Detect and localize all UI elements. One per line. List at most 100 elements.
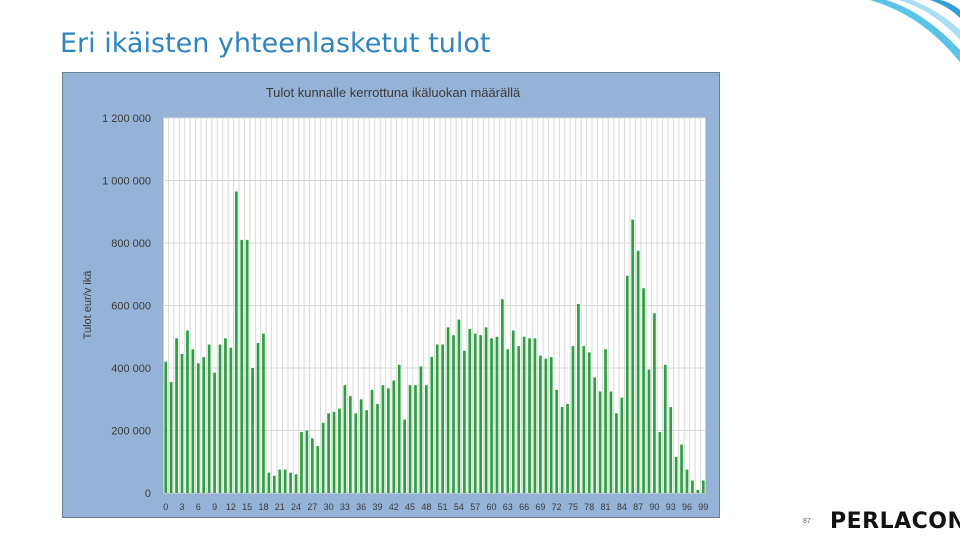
bar-age-47	[419, 366, 423, 493]
x-tick-label: 24	[291, 502, 301, 512]
bar-age-7	[202, 357, 206, 493]
x-tick-label: 87	[633, 502, 643, 512]
bar-age-54	[457, 319, 461, 493]
x-tick-label: 69	[535, 502, 545, 512]
bar-age-97	[691, 480, 694, 493]
bar-age-67	[528, 338, 531, 493]
income-bar-chart: Tulot kunnalle kerrottuna ikäluokan määr…	[82, 85, 708, 512]
bar-age-40	[381, 385, 385, 493]
slide-title: Eri ikäisten yhteenlasketut tulot	[60, 28, 491, 59]
bar-age-39	[376, 403, 379, 493]
x-tick-label: 51	[438, 502, 448, 512]
bar-age-74	[566, 403, 569, 493]
bar-age-79	[593, 377, 597, 494]
bar-age-16	[251, 368, 254, 493]
bar-age-21	[278, 469, 282, 493]
bar-age-87	[636, 250, 640, 493]
bar-age-12	[229, 347, 233, 493]
bar-age-34	[348, 396, 352, 494]
x-tick-labels: 0 3 6 9 12 15 18 21 24 27 30 33 36 39 42 45 48 51 54 57 60 63…	[163, 502, 708, 512]
x-tick-label: 36	[356, 502, 366, 512]
bar-age-91	[658, 432, 662, 493]
bar-age-93	[669, 407, 673, 493]
bar-age-30	[327, 413, 330, 493]
bar-age-37	[365, 410, 368, 493]
bar-age-28	[316, 446, 320, 494]
x-tick-label: 6	[196, 502, 201, 512]
bar-age-18	[262, 333, 265, 494]
bar-age-29	[321, 422, 325, 493]
bars-group	[164, 191, 705, 494]
bar-age-13	[234, 191, 238, 493]
bar-age-32	[338, 408, 341, 494]
bar-age-24	[294, 474, 298, 493]
bar-age-86	[631, 219, 635, 493]
bar-age-85	[625, 275, 629, 493]
x-tick-label: 9	[212, 502, 217, 512]
x-tick-label: 99	[698, 502, 708, 512]
bar-age-69	[539, 355, 542, 493]
bar-age-78	[587, 352, 591, 494]
x-tick-label: 39	[372, 502, 382, 512]
bar-age-64	[511, 330, 515, 493]
bar-age-8	[207, 344, 211, 493]
bar-age-48	[425, 385, 428, 493]
bar-age-71	[549, 357, 553, 493]
bar-age-3	[180, 353, 184, 493]
bar-age-20	[272, 475, 276, 493]
bar-age-36	[359, 399, 363, 493]
bar-age-77	[582, 346, 586, 494]
x-tick-label: 0	[163, 502, 168, 512]
bar-age-65	[517, 346, 521, 494]
x-tick-label: 33	[340, 502, 350, 512]
bar-age-49	[430, 357, 434, 493]
x-tick-label: 27	[307, 502, 317, 512]
bar-age-53	[452, 335, 455, 493]
bar-age-76	[577, 303, 580, 493]
chart-title: Tulot kunnalle kerrottuna ikäluokan määr…	[266, 85, 521, 100]
y-tick-label: 0	[145, 488, 151, 500]
bar-age-59	[484, 327, 488, 494]
x-tick-label: 93	[666, 502, 676, 512]
bar-age-56	[468, 328, 472, 493]
x-tick-label: 3	[179, 502, 184, 512]
y-tick-label: 200 000	[111, 426, 151, 438]
bar-age-82	[609, 391, 613, 493]
bar-age-2	[175, 338, 178, 493]
bar-age-51	[441, 344, 444, 493]
bar-age-66	[522, 336, 526, 493]
x-tick-label: 84	[617, 502, 627, 512]
y-tick-label: 1 000 000	[102, 176, 151, 188]
x-tick-label: 45	[405, 502, 415, 512]
bar-age-80	[598, 391, 602, 493]
x-tick-label: 75	[568, 502, 578, 512]
x-tick-label: 12	[226, 502, 236, 512]
x-tick-label: 30	[324, 502, 334, 512]
bar-age-26	[305, 430, 309, 493]
bar-age-44	[403, 419, 406, 493]
bar-age-99	[701, 480, 705, 493]
bar-age-50	[435, 344, 439, 493]
bar-age-75	[571, 346, 575, 494]
bar-age-62	[501, 299, 504, 493]
bar-age-98	[696, 489, 700, 494]
bar-age-52	[446, 327, 450, 494]
x-tick-label: 81	[601, 502, 611, 512]
bar-age-33	[343, 385, 347, 493]
x-tick-label: 18	[258, 502, 268, 512]
bar-age-89	[647, 369, 651, 493]
bar-age-90	[653, 313, 656, 493]
bar-age-14	[240, 239, 244, 493]
bar-age-72	[555, 389, 559, 494]
bar-age-95	[680, 444, 683, 493]
x-tick-label: 72	[552, 502, 562, 512]
bar-age-45	[408, 385, 412, 493]
y-tick-label: 1 200 000	[102, 113, 151, 125]
bar-age-46	[414, 385, 417, 493]
bar-age-55	[463, 350, 466, 493]
bar-age-84	[620, 397, 624, 493]
y-tick-label: 800 000	[111, 238, 151, 250]
x-tick-label: 90	[649, 502, 659, 512]
bar-age-41	[386, 388, 390, 493]
bar-age-5	[191, 349, 195, 493]
